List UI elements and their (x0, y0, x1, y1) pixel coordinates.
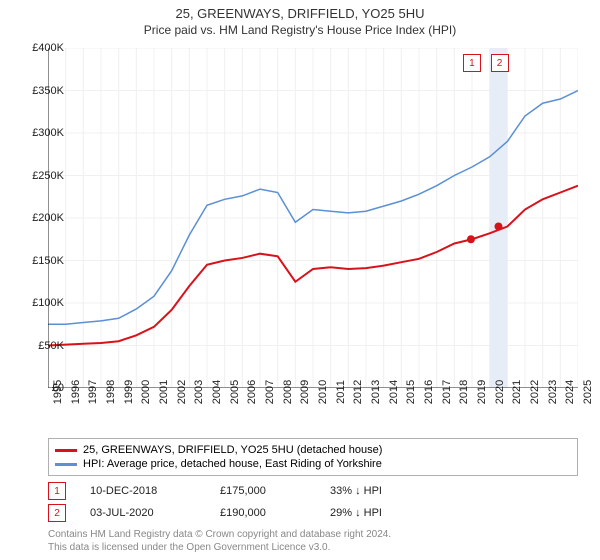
legend-swatch (55, 449, 77, 452)
x-tick-label: 1995 (52, 380, 64, 404)
x-tick-label: 2017 (441, 380, 453, 404)
legend-label: 25, GREENWAYS, DRIFFIELD, YO25 5HU (deta… (83, 444, 382, 456)
y-tick-label: £50K (38, 340, 64, 352)
sale-delta: 33% ↓ HPI (330, 485, 450, 497)
x-tick-label: 2004 (211, 380, 223, 404)
x-tick-label: 2025 (582, 380, 594, 404)
x-tick-label: 2014 (388, 380, 400, 404)
x-tick-label: 2008 (282, 380, 294, 404)
y-tick-label: £300K (32, 127, 64, 139)
x-tick-label: 1996 (70, 380, 82, 404)
sale-marker-floating: 2 (491, 54, 509, 72)
x-tick-label: 2007 (264, 380, 276, 404)
x-tick-label: 2022 (529, 380, 541, 404)
x-tick-label: 2020 (494, 380, 506, 404)
x-tick-label: 2013 (370, 380, 382, 404)
x-tick-label: 2015 (405, 380, 417, 404)
x-tick-label: 2023 (547, 380, 559, 404)
footer-line: This data is licensed under the Open Gov… (48, 541, 391, 554)
legend-swatch (55, 463, 77, 466)
x-tick-label: 2011 (335, 380, 347, 404)
x-tick-label: 2010 (317, 380, 329, 404)
x-tick-label: 1998 (105, 380, 117, 404)
sale-marker-icon: 1 (48, 482, 66, 500)
x-tick-label: 2005 (229, 380, 241, 404)
x-tick-label: 1999 (123, 380, 135, 404)
y-tick-label: £250K (32, 170, 64, 182)
legend-label: HPI: Average price, detached house, East… (83, 458, 382, 470)
sale-date: 10-DEC-2018 (90, 485, 220, 497)
x-tick-label: 2006 (246, 380, 258, 404)
legend: 25, GREENWAYS, DRIFFIELD, YO25 5HU (deta… (48, 438, 578, 476)
x-tick-label: 2001 (158, 380, 170, 404)
x-tick-label: 2024 (564, 380, 576, 404)
sale-row: 1 10-DEC-2018 £175,000 33% ↓ HPI (48, 482, 578, 500)
y-tick-label: £400K (32, 42, 64, 54)
sale-delta: 29% ↓ HPI (330, 507, 450, 519)
y-tick-label: £350K (32, 85, 64, 97)
sale-price: £175,000 (220, 485, 330, 497)
chart-container: 25, GREENWAYS, DRIFFIELD, YO25 5HU Price… (0, 0, 600, 560)
x-tick-label: 2009 (299, 380, 311, 404)
y-tick-label: £100K (32, 297, 64, 309)
page-subtitle: Price paid vs. HM Land Registry's House … (0, 21, 600, 43)
x-tick-label: 2019 (476, 380, 488, 404)
x-tick-label: 2018 (458, 380, 470, 404)
x-tick-label: 2003 (193, 380, 205, 404)
y-tick-label: £200K (32, 212, 64, 224)
sale-date: 03-JUL-2020 (90, 507, 220, 519)
legend-item: 25, GREENWAYS, DRIFFIELD, YO25 5HU (deta… (55, 443, 571, 457)
x-tick-label: 2016 (423, 380, 435, 404)
x-tick-label: 2012 (352, 380, 364, 404)
legend-item: HPI: Average price, detached house, East… (55, 457, 571, 471)
footer-line: Contains HM Land Registry data © Crown c… (48, 528, 391, 541)
sale-price: £190,000 (220, 507, 330, 519)
x-tick-label: 2000 (140, 380, 152, 404)
x-tick-label: 2002 (176, 380, 188, 404)
sale-row: 2 03-JUL-2020 £190,000 29% ↓ HPI (48, 504, 578, 522)
price-chart (48, 48, 578, 388)
y-tick-label: £150K (32, 255, 64, 267)
footer-attribution: Contains HM Land Registry data © Crown c… (48, 528, 391, 554)
x-tick-label: 1997 (87, 380, 99, 404)
x-tick-label: 2021 (511, 380, 523, 404)
sale-marker-floating: 1 (463, 54, 481, 72)
page-title: 25, GREENWAYS, DRIFFIELD, YO25 5HU (0, 0, 600, 21)
sale-marker-icon: 2 (48, 504, 66, 522)
